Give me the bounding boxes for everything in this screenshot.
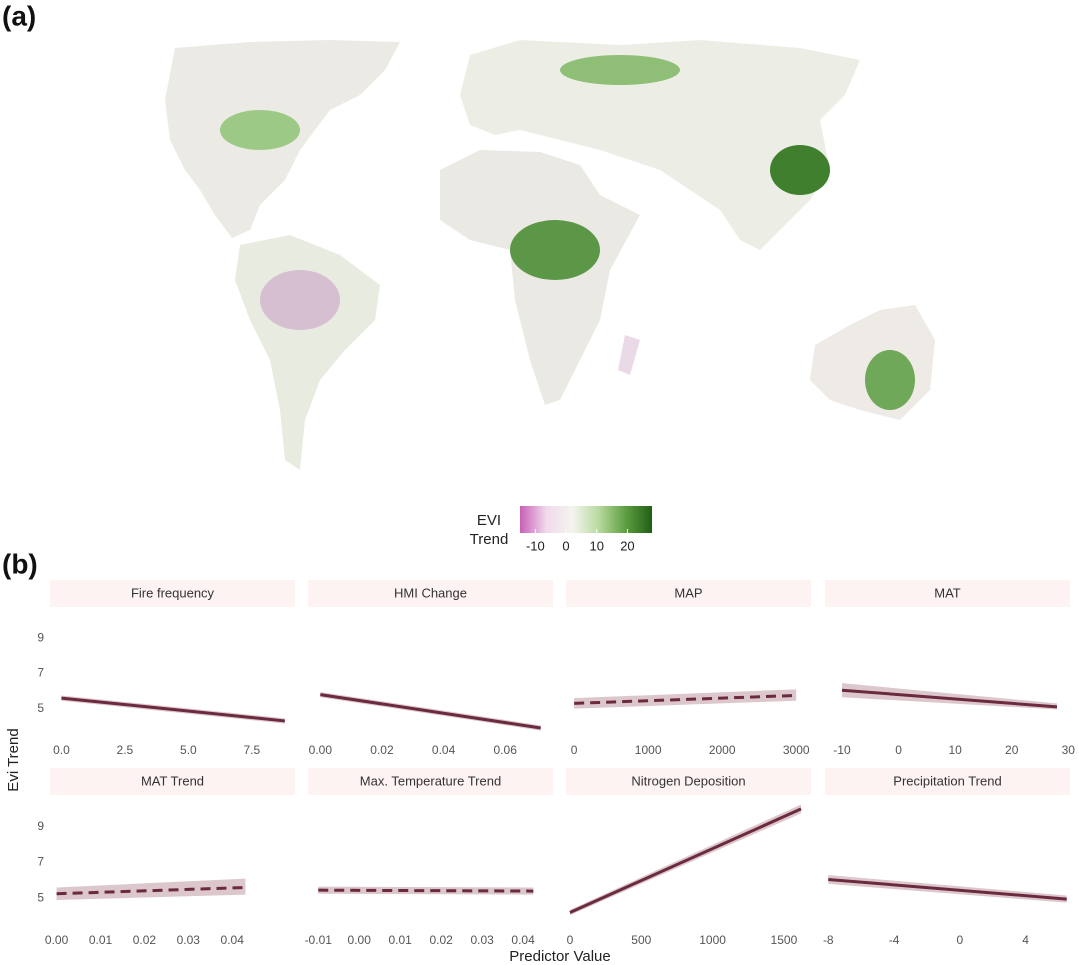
facet-strip [825, 580, 1070, 607]
facet-strip [50, 580, 295, 607]
x-tick-label: 0.02 [429, 933, 453, 947]
legend-title: Trend [470, 531, 509, 548]
y-tick-label: 5 [37, 890, 44, 904]
x-tick-label: 0.06 [494, 743, 518, 757]
eurasia [460, 40, 860, 250]
colorbar [520, 506, 652, 533]
colorbar-tick-label: 10 [590, 538, 604, 553]
x-tick-label: 0.04 [432, 743, 456, 757]
x-tick-label: 1000 [635, 743, 662, 757]
y-tick-label: 7 [37, 855, 44, 869]
x-tick-label: 0.04 [511, 933, 535, 947]
pink-patch [260, 270, 340, 330]
x-tick-label: 10 [948, 743, 962, 757]
x-tick-label: -0.01 [305, 933, 333, 947]
x-tick-label: 5.0 [180, 743, 197, 757]
facet-title: Max. Temperature Trend [360, 773, 501, 788]
y-tick-label: 9 [37, 631, 44, 645]
x-tick-label: 0.0 [53, 743, 70, 757]
x-tick-label: 0.00 [348, 933, 372, 947]
x-tick-label: 0 [956, 933, 963, 947]
facet-strip [308, 768, 553, 795]
x-tick-label: 0 [895, 743, 902, 757]
colorbar-tick-label: 0 [562, 538, 569, 553]
facet-title: MAT Trend [141, 773, 204, 788]
facet-strip [825, 768, 1070, 795]
panel-label: (a) [2, 0, 36, 31]
x-tick-label: 0 [567, 933, 574, 947]
x-tick-label: 4 [1022, 933, 1029, 947]
x-tick-label: 0.03 [470, 933, 494, 947]
trend-line [828, 877, 1067, 901]
trend-line [569, 807, 802, 914]
x-tick-label: 3000 [783, 743, 810, 757]
x-axis-title: Predictor Value [509, 948, 610, 965]
trend-line [320, 693, 541, 730]
x-tick-label: 0.02 [370, 743, 394, 757]
trend-line [61, 696, 285, 723]
legend-title: EVI [477, 512, 501, 529]
trend-line [841, 688, 1058, 709]
trend-line [318, 888, 534, 893]
x-tick-label: 2000 [709, 743, 736, 757]
facet-title: HMI Change [394, 585, 467, 600]
green-patch [220, 110, 300, 150]
y-tick-label: 9 [37, 819, 44, 833]
x-tick-label: 0.00 [45, 933, 69, 947]
green-patch [770, 145, 830, 195]
facet-strip [566, 580, 811, 607]
green-patch [865, 350, 915, 410]
x-tick-label: -10 [833, 743, 851, 757]
x-tick-label: 0.01 [89, 933, 113, 947]
facet-strip [308, 580, 553, 607]
south-america [235, 235, 380, 470]
y-tick-label: 7 [37, 666, 44, 680]
x-tick-label: 20 [1005, 743, 1019, 757]
confidence-band [574, 689, 797, 709]
panel-label: (b) [2, 548, 38, 579]
y-tick-label: 5 [37, 701, 44, 715]
x-tick-label: 0.02 [133, 933, 157, 947]
facet-title: Nitrogen Deposition [631, 773, 745, 788]
x-tick-label: 0.01 [389, 933, 413, 947]
facet-strip [566, 768, 811, 795]
facet-strip [50, 768, 295, 795]
x-tick-label: -8 [823, 933, 834, 947]
x-tick-label: 0.00 [309, 743, 333, 757]
green-patch [510, 220, 600, 280]
x-tick-label: 7.5 [243, 743, 260, 757]
x-tick-label: -4 [889, 933, 900, 947]
x-tick-label: 1500 [771, 933, 798, 947]
green-patch [560, 55, 680, 85]
facet-title: Fire frequency [131, 585, 215, 600]
x-tick-label: 0 [571, 743, 578, 757]
x-tick-label: 1000 [699, 933, 726, 947]
confidence-band [318, 886, 534, 895]
facet-title: Precipitation Trend [893, 773, 1001, 788]
x-tick-label: 30 [1062, 743, 1076, 757]
x-tick-label: 0.03 [177, 933, 201, 947]
confidence-band [56, 878, 246, 900]
trend-line [574, 693, 797, 705]
madagascar [618, 335, 640, 375]
facet-title: MAP [674, 585, 702, 600]
colorbar-tick-label: -10 [526, 538, 545, 553]
y-axis-title: Evi Trend [5, 728, 22, 791]
x-tick-label: 0.04 [221, 933, 245, 947]
facet-title: MAT [934, 585, 961, 600]
x-tick-label: 500 [631, 933, 651, 947]
colorbar-tick-label: 20 [620, 538, 634, 553]
x-tick-label: 2.5 [117, 743, 134, 757]
world-map [165, 40, 935, 470]
